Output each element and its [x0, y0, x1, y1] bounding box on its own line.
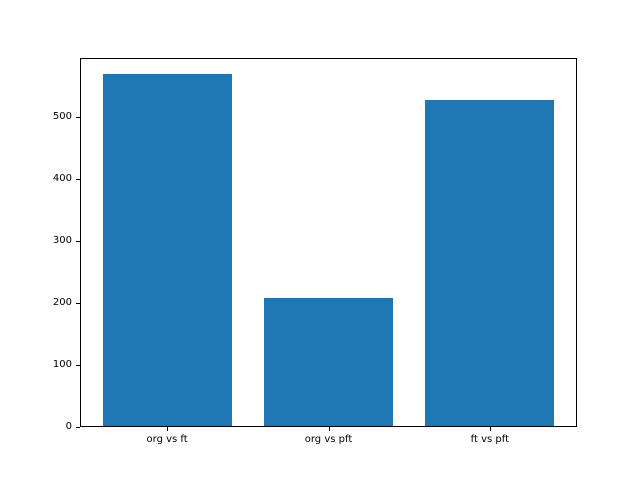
y-tick-mark-400 [76, 178, 80, 180]
plot-area [80, 58, 577, 427]
x-tick-label-ft-vs-pft: ft vs pft [470, 434, 510, 445]
x-tick-label-org-vs-pft: org vs pft [304, 434, 353, 445]
x-tick-label-org-vs-ft: org vs ft [146, 434, 188, 445]
bar-org-vs-pft [263, 297, 394, 426]
y-tick-label-0: 0 [65, 421, 72, 432]
y-tick-mark-0 [76, 427, 80, 428]
x-tick-mark-org-vs-pft [328, 427, 330, 431]
x-tick-mark-ft-vs-pft [489, 427, 491, 431]
y-tick-mark-200 [76, 302, 80, 304]
y-tick-label-400: 400 [52, 172, 72, 184]
y-tick-label-500: 500 [52, 110, 72, 122]
bar-org-vs-ft [102, 73, 232, 426]
x-tick-mark-org-vs-ft [167, 427, 169, 431]
y-tick-mark-500 [76, 116, 80, 118]
y-tick-label-100: 100 [52, 358, 72, 370]
y-tick-mark-100 [76, 364, 80, 366]
y-tick-mark-300 [76, 240, 80, 242]
y-tick-label-200: 200 [52, 296, 72, 308]
bar-ft-vs-pft [425, 99, 555, 426]
y-tick-label-300: 300 [52, 234, 72, 246]
